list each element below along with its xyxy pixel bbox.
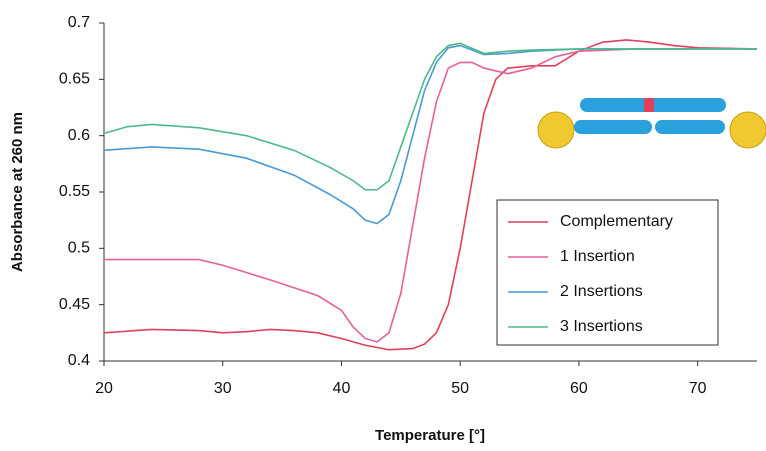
legend-box — [496, 199, 719, 346]
data-line — [103, 44, 757, 225]
y-tick-label: 0.5 — [68, 240, 90, 257]
x-tick-label: 20 — [95, 380, 113, 397]
data-line — [103, 42, 757, 191]
x-tick-label: 70 — [689, 380, 707, 397]
y-axis-label: Absorbance at 260 nm — [9, 112, 26, 272]
x-axis-label: Temperature [°] — [375, 427, 485, 444]
duplex-illustration — [537, 98, 766, 149]
y-tick-label: 0.7 — [68, 14, 90, 31]
legend-label: 3 Insertions — [560, 318, 643, 335]
legend-label: 1 Insertion — [560, 248, 635, 265]
x-tick-label: 50 — [451, 380, 469, 397]
x-tick-label: 40 — [333, 380, 351, 397]
data-line — [103, 39, 758, 351]
data-line — [104, 48, 757, 343]
legend-label: 2 Insertions — [560, 283, 643, 300]
y-tick-label: 0.65 — [59, 71, 90, 88]
x-tick-label: 30 — [214, 380, 232, 397]
x-tick-label: 60 — [570, 380, 588, 397]
legend-label: Complementary — [560, 213, 673, 230]
y-tick-label: 0.55 — [59, 183, 90, 200]
y-tick-label: 0.4 — [68, 352, 90, 369]
y-tick-label: 0.45 — [59, 296, 90, 313]
y-tick-label: 0.6 — [68, 127, 90, 144]
